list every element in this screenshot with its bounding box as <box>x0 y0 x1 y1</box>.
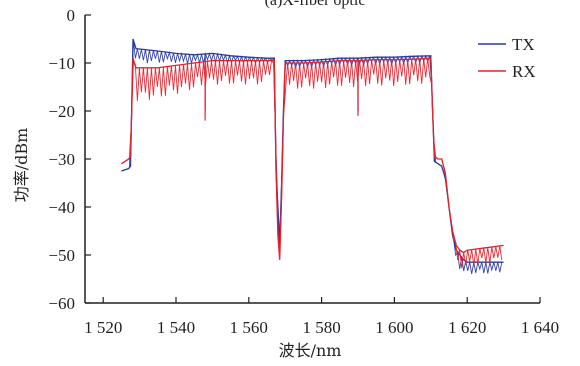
chart-title: (a)X-fiber optic <box>265 0 366 9</box>
x-tick-label: 1 540 <box>157 318 195 337</box>
y-tick-label: −30 <box>48 150 75 169</box>
x-axis-title: 波长/nm <box>279 341 342 360</box>
y-tick-label: −20 <box>48 102 75 121</box>
x-tick-label: 1 600 <box>375 318 413 337</box>
y-tick-label: 0 <box>67 6 76 25</box>
legend-label-rx: RX <box>512 62 536 81</box>
legend-label-tx: TX <box>512 35 535 54</box>
y-tick-label: −60 <box>48 294 75 313</box>
y-tick-label: −50 <box>48 246 75 265</box>
x-tick-label: 1 580 <box>302 318 340 337</box>
y-tick-label: −10 <box>48 54 75 73</box>
y-axis-title: 功率/dBm <box>12 128 31 203</box>
y-tick-label: −40 <box>48 198 75 217</box>
x-tick-label: 1 520 <box>84 318 122 337</box>
x-tick-label: 1 560 <box>230 318 268 337</box>
series-rx <box>121 57 504 269</box>
series-line-rx <box>121 57 504 260</box>
x-tick-label: 1 620 <box>448 318 486 337</box>
legend: TX RX <box>478 35 536 81</box>
series-comb-rx <box>121 58 503 269</box>
x-tick-label: 1 640 <box>521 318 559 337</box>
